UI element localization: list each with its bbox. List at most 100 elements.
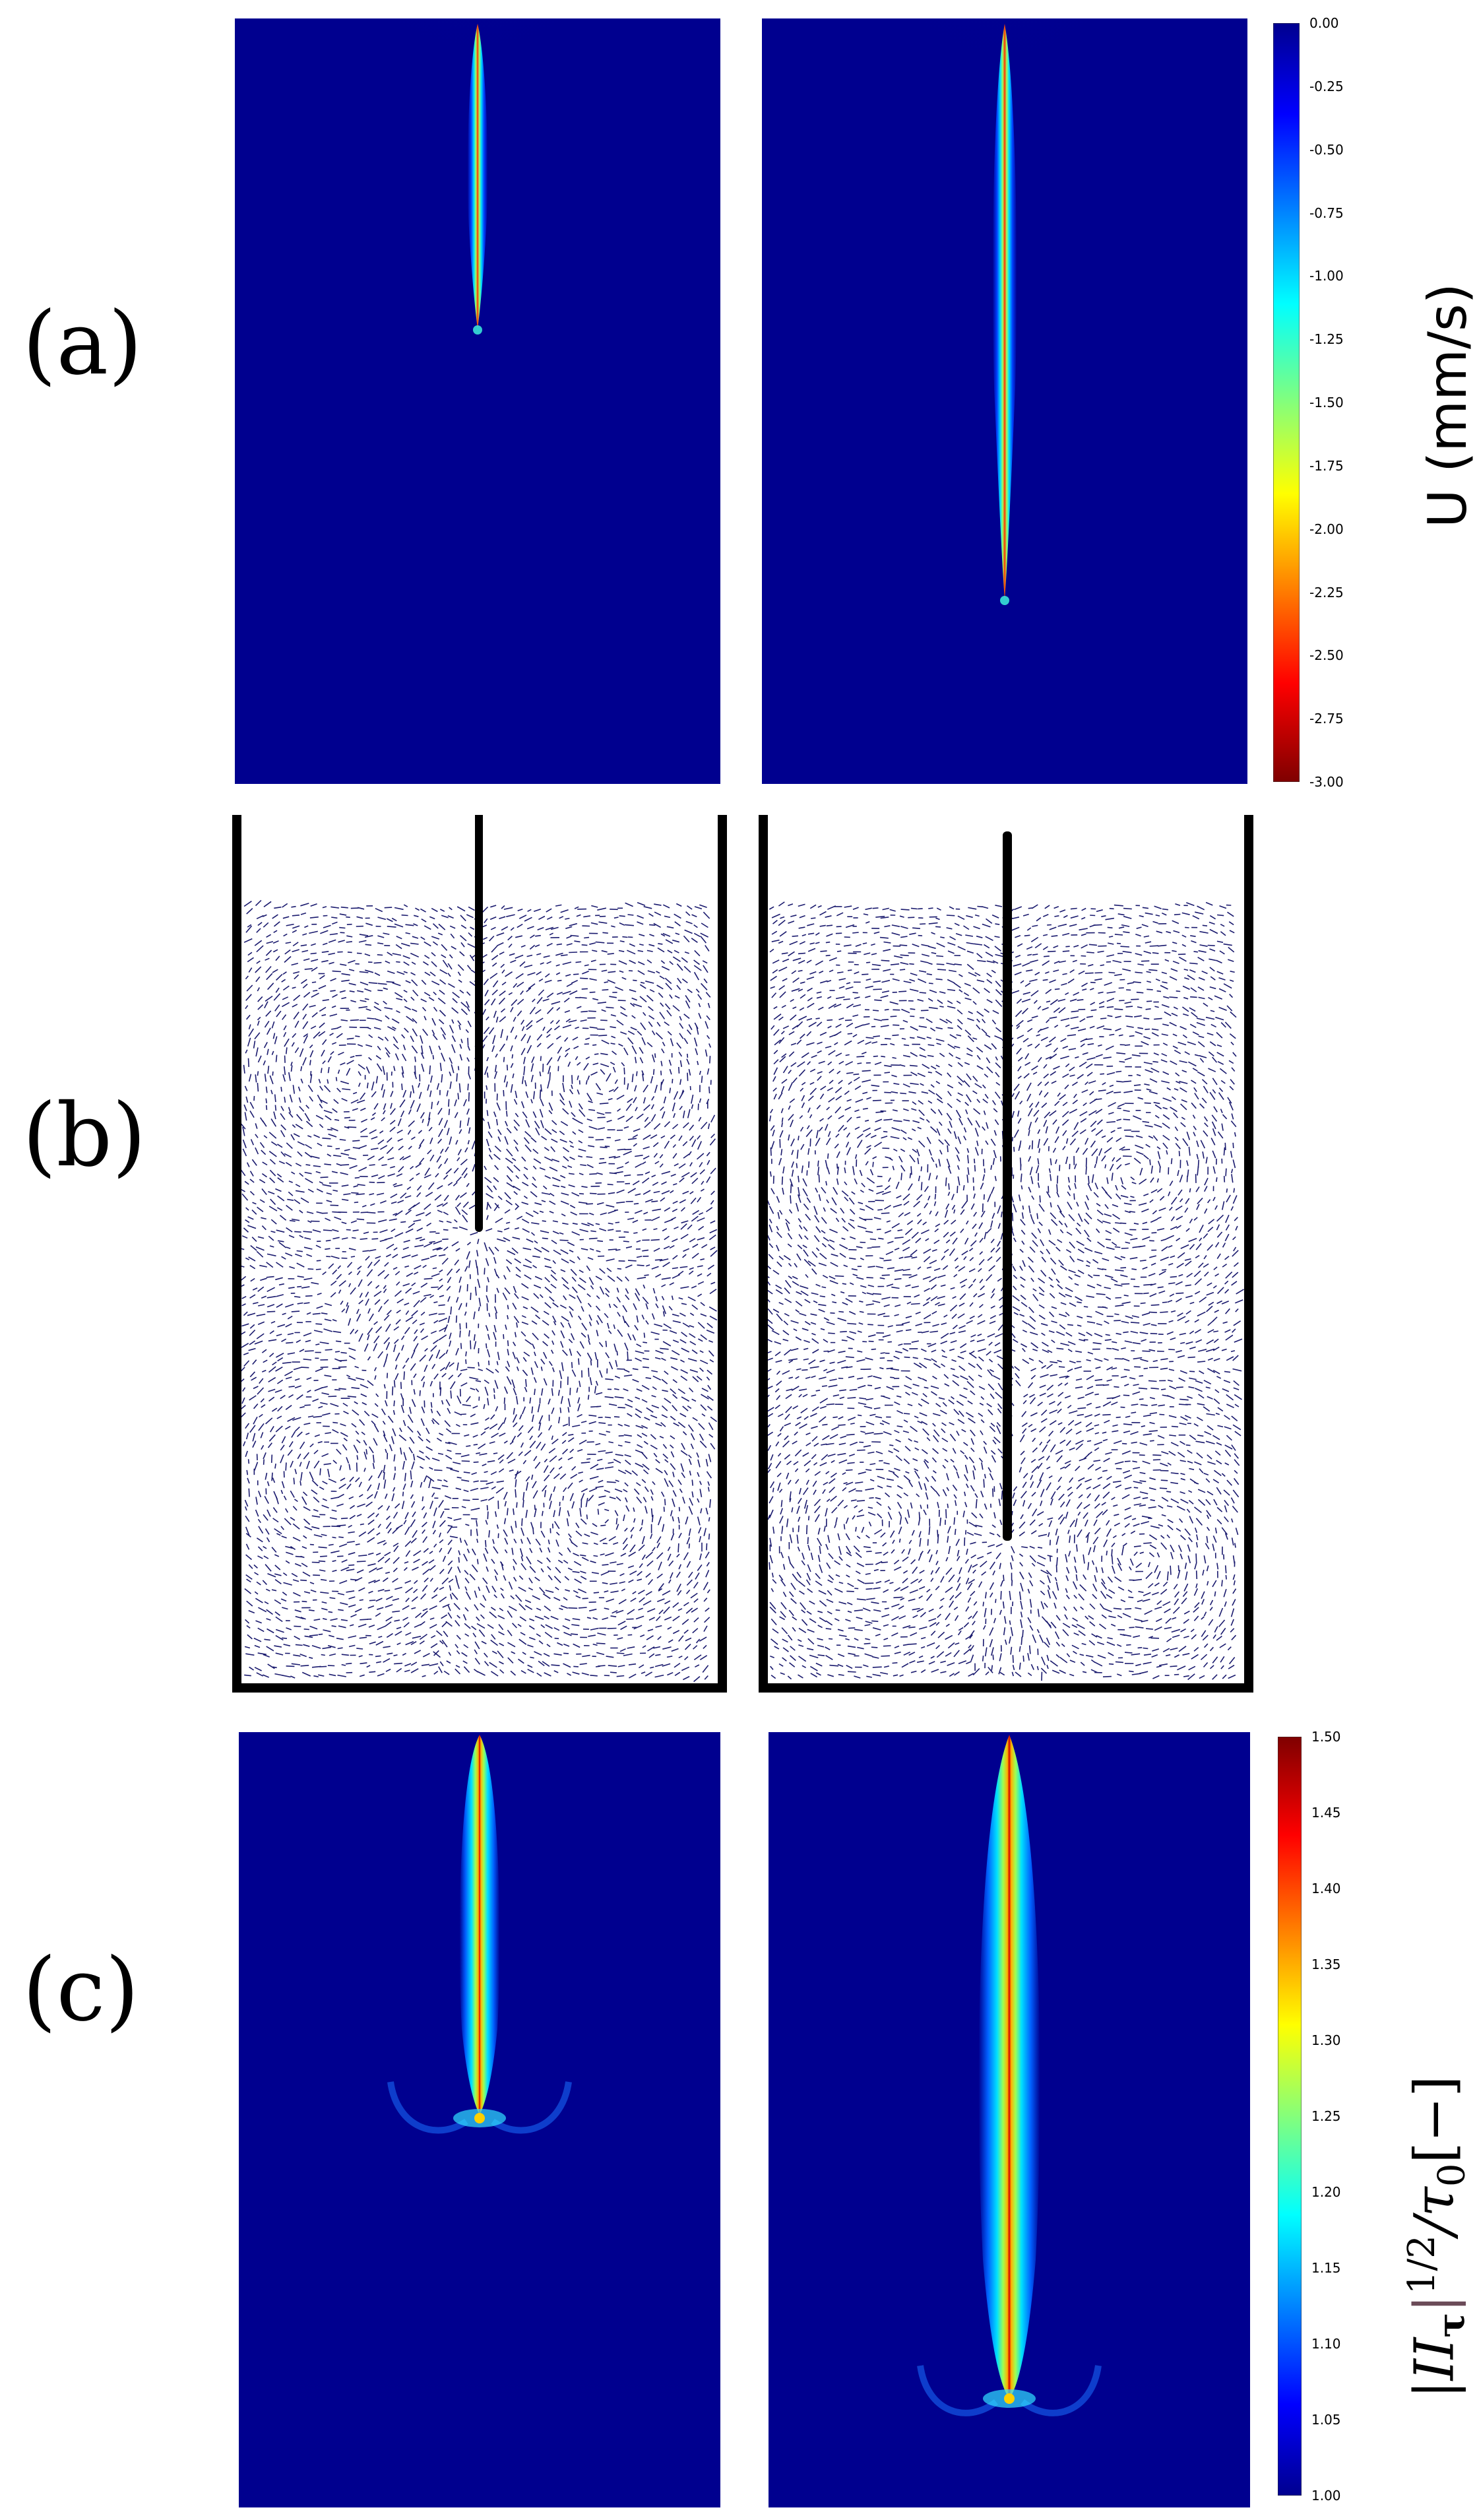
velocity-arrow bbox=[656, 1615, 661, 1621]
velocity-arrow bbox=[373, 1027, 381, 1030]
velocity-arrow bbox=[359, 971, 369, 973]
velocity-arrow bbox=[977, 959, 986, 962]
velocity-arrow bbox=[297, 1151, 303, 1157]
velocity-arrow bbox=[413, 1559, 420, 1563]
velocity-arrow bbox=[541, 1136, 548, 1141]
velocity-arrow bbox=[703, 911, 710, 919]
velocity-arrow bbox=[940, 936, 945, 939]
velocity-arrow bbox=[1210, 976, 1216, 981]
velocity-arrow bbox=[414, 1650, 422, 1654]
velocity-arrow bbox=[595, 1083, 602, 1091]
velocity-arrow bbox=[367, 1552, 374, 1555]
velocity-arrow bbox=[561, 1316, 569, 1322]
velocity-arrow bbox=[410, 1165, 414, 1170]
velocity-arrow bbox=[1143, 950, 1152, 954]
velocity-arrow bbox=[277, 1324, 286, 1328]
velocity-arrow bbox=[644, 1274, 649, 1276]
velocity-arrow bbox=[348, 1552, 356, 1555]
velocity-arrow bbox=[567, 1456, 573, 1460]
velocity-arrow bbox=[263, 1459, 265, 1465]
velocity-arrow bbox=[598, 1161, 607, 1164]
velocity-arrow bbox=[912, 943, 920, 948]
velocity-arrow bbox=[257, 1206, 264, 1212]
velocity-arrow bbox=[1067, 978, 1075, 984]
velocity-arrow bbox=[644, 1198, 653, 1203]
velocity-arrow bbox=[604, 1312, 609, 1318]
velocity-arrow bbox=[458, 1285, 462, 1293]
velocity-arrow bbox=[571, 1112, 576, 1117]
velocity-arrow bbox=[366, 1665, 371, 1668]
velocity-arrow bbox=[326, 1192, 332, 1195]
velocity-arrow bbox=[660, 1002, 664, 1007]
velocity-arrow bbox=[357, 1184, 365, 1186]
velocity-arrow bbox=[512, 1303, 517, 1310]
velocity-arrow bbox=[569, 1259, 575, 1264]
velocity-arrow bbox=[304, 1526, 313, 1531]
velocity-arrow bbox=[427, 1149, 432, 1155]
velocity-arrow bbox=[265, 1098, 267, 1104]
velocity-arrow bbox=[267, 1664, 275, 1669]
velocity-arrow bbox=[1202, 924, 1208, 926]
velocity-arrow bbox=[298, 1097, 301, 1103]
velocity-arrow bbox=[596, 1202, 604, 1206]
velocity-arrow bbox=[1215, 1016, 1224, 1021]
velocity-arrow bbox=[963, 925, 970, 930]
velocity-arrow bbox=[384, 1274, 389, 1279]
velocity-arrow bbox=[483, 1027, 490, 1035]
velocity-arrow bbox=[846, 1003, 854, 1009]
velocity-arrow bbox=[710, 1442, 716, 1450]
velocity-arrow bbox=[1125, 1006, 1133, 1008]
velocity-arrow bbox=[411, 961, 416, 965]
velocity-arrow bbox=[710, 1250, 718, 1257]
velocity-arrow bbox=[332, 1229, 339, 1232]
velocity-arrow bbox=[695, 1048, 699, 1056]
velocity-arrow bbox=[606, 1598, 615, 1603]
velocity-arrow bbox=[627, 1083, 629, 1090]
velocity-arrow bbox=[512, 1073, 515, 1078]
velocity-arrow bbox=[582, 1542, 588, 1545]
velocity-arrow bbox=[1034, 971, 1040, 976]
velocity-arrow bbox=[460, 942, 465, 948]
velocity-arrow bbox=[946, 915, 955, 917]
velocity-arrow bbox=[273, 993, 281, 1001]
velocity-arrow bbox=[593, 1542, 598, 1545]
velocity-arrow bbox=[348, 1604, 356, 1608]
velocity-arrow bbox=[538, 1422, 542, 1431]
velocity-arrow bbox=[588, 1601, 596, 1603]
velocity-arrow bbox=[683, 1629, 689, 1634]
velocity-arrow bbox=[464, 1434, 470, 1437]
velocity-arrow bbox=[592, 1617, 598, 1620]
velocity-arrow bbox=[507, 1305, 509, 1310]
velocity-arrow bbox=[1183, 996, 1189, 1000]
velocity-arrow bbox=[707, 1395, 714, 1401]
velocity-arrow bbox=[624, 1174, 631, 1177]
velocity-arrow bbox=[594, 1386, 597, 1394]
velocity-arrow bbox=[244, 1499, 249, 1507]
velocity-arrow bbox=[281, 1338, 287, 1342]
velocity-arrow bbox=[596, 1330, 599, 1337]
velocity-arrow bbox=[955, 932, 962, 936]
velocity-arrow bbox=[457, 1020, 462, 1025]
velocity-arrow bbox=[244, 1112, 247, 1121]
velocity-arrow bbox=[672, 1490, 677, 1497]
velocity-arrow bbox=[495, 1369, 499, 1373]
velocity-arrow bbox=[511, 1157, 517, 1161]
velocity-arrow bbox=[470, 1292, 472, 1301]
velocity-arrow bbox=[677, 1421, 686, 1429]
velocity-arrow bbox=[281, 1535, 287, 1539]
velocity-arrow bbox=[297, 1276, 304, 1278]
velocity-arrow bbox=[543, 1652, 550, 1657]
velocity-arrow bbox=[601, 1039, 610, 1045]
velocity-arrow bbox=[652, 1375, 662, 1381]
velocity-arrow bbox=[310, 1589, 317, 1593]
velocity-arrow bbox=[1027, 1019, 1033, 1023]
velocity-arrow bbox=[1228, 946, 1235, 953]
velocity-arrow bbox=[530, 1074, 534, 1082]
velocity-arrow bbox=[440, 1027, 447, 1035]
velocity-arrow bbox=[652, 1054, 655, 1062]
velocity-arrow bbox=[323, 1328, 332, 1332]
velocity-arrow bbox=[374, 1424, 379, 1433]
velocity-arrow bbox=[1146, 971, 1151, 973]
velocity-arrow bbox=[511, 1379, 515, 1388]
velocity-arrow bbox=[569, 1348, 573, 1356]
